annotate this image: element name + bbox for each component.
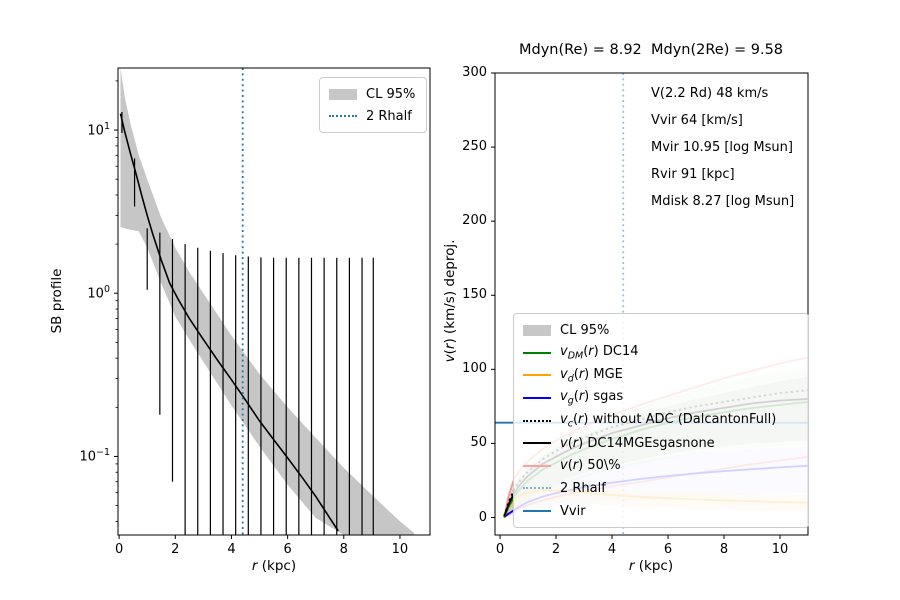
- xlabel-rest: (kpc): [257, 558, 297, 574]
- x-tick-label: 8: [719, 542, 729, 557]
- legend-label: v(r) 50\%: [560, 458, 621, 474]
- legend-swatch-patch: [329, 88, 357, 100]
- annotation-line: V(2.2 Rd) 48 km/s: [651, 86, 769, 101]
- left-y-axis-label: SB profile: [49, 268, 65, 334]
- legend-swatch-line: [523, 351, 551, 354]
- x-tick-label: 8: [339, 542, 348, 557]
- legend-label: vd(r) MGE: [560, 366, 623, 385]
- legend-label: CL 95%: [560, 322, 610, 338]
- legend-label: vg(r) sgas: [560, 389, 624, 407]
- right-legend: CL 95% vDM(r) DC14 vd(r) MGE vg(r) sgas vc(r…: [513, 313, 809, 529]
- legend-entry: vd(r) MGE: [523, 364, 799, 387]
- annotation-line: Vvir 64 [km/s]: [651, 113, 743, 128]
- xlabel-r: r: [251, 558, 258, 574]
- x-tick-label: 4: [607, 542, 617, 557]
- y-tick-label: 100: [87, 284, 110, 302]
- y-tick-label: 200: [462, 213, 487, 229]
- right-axes-frame: [494, 72, 809, 536]
- legend-entry: v(r) DC14MGEsgasnone: [523, 432, 799, 455]
- legend-swatch-patch: [523, 324, 551, 336]
- legend-swatch-line: [523, 397, 551, 400]
- annotation-line: Rvir 91 [kpc]: [651, 167, 735, 182]
- legend-entry: CL 95%: [329, 83, 417, 105]
- legend-swatch-line: [523, 464, 551, 467]
- legend-swatch-dotted: [523, 419, 551, 422]
- sb-profile-line: [119, 113, 339, 532]
- annotation-block: V(2.2 Rd) 48 km/s Vvir 64 [km/s] Mvir 10…: [651, 80, 794, 215]
- legend-label: Vvir: [560, 503, 586, 519]
- legend-label: vDM(r) DC14: [560, 344, 639, 362]
- x-tick-label: 10: [771, 542, 789, 557]
- left-axes-frame: [117, 67, 431, 536]
- annotation-line: Mdisk 8.27 [log Msun]: [651, 194, 795, 209]
- legend-entry: vg(r) sgas: [523, 387, 799, 410]
- y-tick-label: 100: [462, 361, 487, 377]
- xlabel-r: r: [628, 558, 635, 574]
- y-tick-label: 10−1: [79, 447, 110, 465]
- legend-entry: vDM(r) DC14: [523, 342, 799, 365]
- legend-entry: vc(r) without ADC (DalcantonFull): [523, 409, 799, 432]
- y-tick-label: 101: [87, 121, 110, 139]
- x-tick-label: 4: [227, 542, 236, 557]
- left-plot-area: [119, 68, 414, 535]
- x-tick-label: 6: [663, 542, 673, 557]
- right-x-axis-label: r (kpc): [621, 558, 681, 574]
- legend-swatch-line: [523, 374, 551, 377]
- legend-label: 2 Rhalf: [366, 108, 412, 124]
- x-tick-label: 2: [551, 542, 561, 557]
- y-tick-label: 300: [462, 65, 487, 80]
- xlabel-rest: (kpc): [634, 558, 674, 574]
- y-tick-label: 0: [478, 509, 487, 525]
- left-legend: CL 95% 2 Rhalf: [319, 77, 427, 133]
- ylabel-r: r: [442, 343, 458, 350]
- ylabel-open-paren: (: [442, 349, 458, 355]
- legend-entry: 2 Rhalf: [329, 105, 417, 127]
- annotation-line: Mvir 10.95 [log Msun]: [651, 140, 793, 155]
- x-tick-label: 0: [114, 542, 124, 557]
- legend-label: 2 Rhalf: [560, 480, 606, 496]
- legend-entry: v(r) 50\%: [523, 455, 799, 478]
- x-tick-label: 2: [171, 542, 180, 557]
- legend-label: CL 95%: [366, 86, 416, 102]
- legend-swatch-line: [523, 442, 551, 445]
- x-tick-label: 6: [283, 542, 292, 557]
- legend-label: v(r) DC14MGEsgasnone: [560, 435, 715, 451]
- x-tick-label: 0: [495, 542, 505, 557]
- legend-entry: 2 Rhalf: [523, 477, 799, 500]
- legend-label: vc(r) without ADC (DalcantonFull): [560, 411, 777, 430]
- legend-entry: Vvir: [523, 500, 799, 523]
- y-tick-label: 150: [462, 287, 487, 303]
- legend-swatch-dotted: [523, 487, 551, 490]
- y-tick-label: 250: [462, 139, 487, 155]
- confidence-band-95: [120, 68, 414, 535]
- x-tick-label: 10: [391, 542, 409, 557]
- legend-swatch-line: [523, 510, 551, 513]
- legend-entry: CL 95%: [523, 319, 799, 342]
- legend-swatch-dotted: [329, 115, 357, 117]
- left-x-axis-label: r (kpc): [244, 558, 304, 574]
- y-tick-label: 50: [470, 435, 487, 451]
- right-chart-title: Mdyn(Re) = 8.92 Mdyn(2Re) = 9.58: [518, 42, 784, 58]
